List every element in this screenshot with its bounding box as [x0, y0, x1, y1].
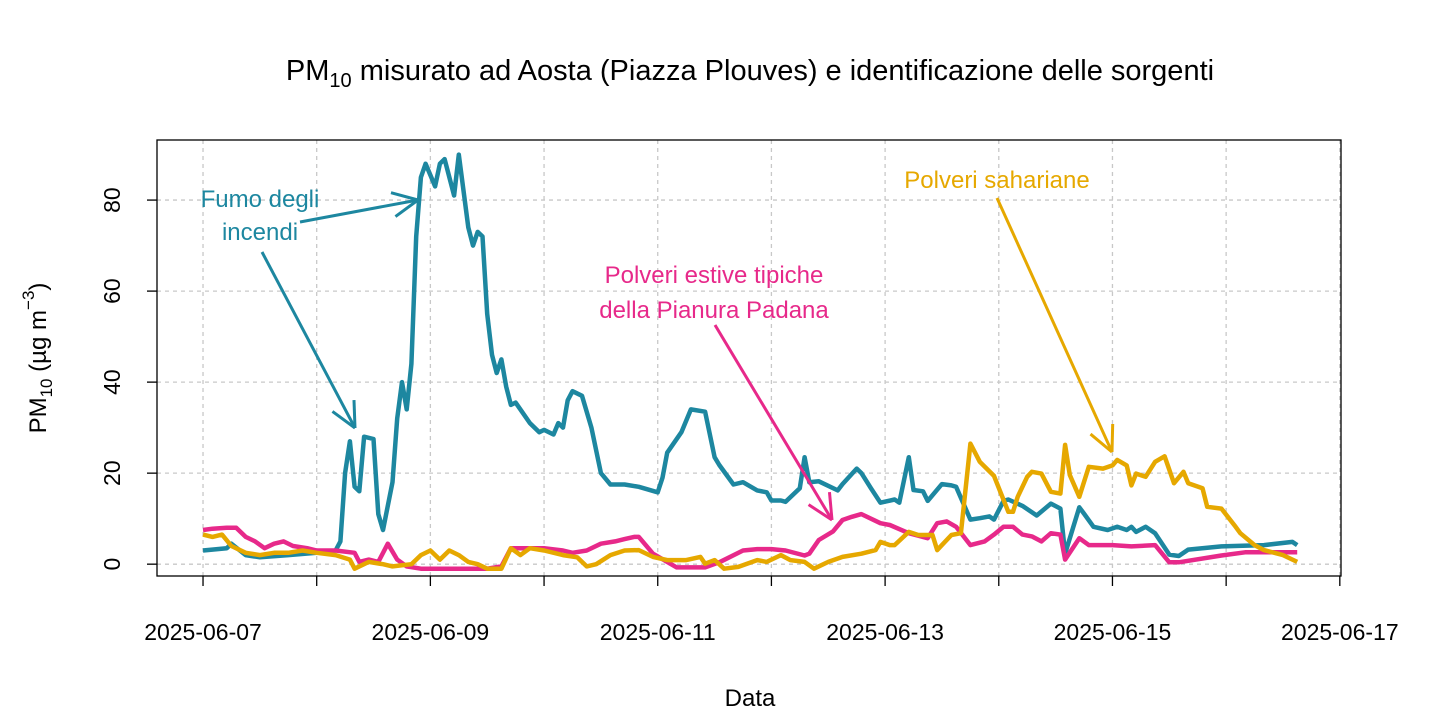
arrowhead-icon	[827, 491, 834, 521]
arrowhead-icon	[1110, 423, 1115, 453]
y-tick-label: 80	[99, 187, 125, 213]
x-tick-label: 2025-06-17	[1281, 619, 1399, 645]
chart-title-sub: 10	[329, 70, 351, 92]
y-label-prefix: PM	[25, 397, 52, 433]
annotation-arrow	[713, 324, 834, 521]
annotation-arrow	[260, 251, 357, 429]
arrowhead-icon	[390, 191, 419, 202]
y-label-end: )	[25, 283, 52, 291]
annotation-arrow	[299, 198, 419, 224]
series-line-1	[202, 511, 1298, 571]
y-label-sup: −3	[19, 291, 38, 310]
series-line-0	[202, 152, 1299, 560]
annotations: Fumo degli incendi Polveri estive tipiche d…	[201, 167, 1115, 522]
x-tick-label: 2025-06-15	[1054, 619, 1172, 645]
y-tick-label: 60	[99, 278, 125, 304]
chart-title-rest: misurato ad Aosta (Piazza Plouves) e ide…	[352, 55, 1214, 87]
arrowhead-icon	[1089, 432, 1113, 454]
annotation-label: Polveri estive tipiche	[605, 262, 824, 289]
arrowhead-icon	[352, 399, 357, 429]
x-tick-label: 2025-06-07	[144, 619, 262, 645]
plot-frame	[156, 139, 1342, 577]
y-tick-label: 0	[99, 558, 125, 571]
series-line-2	[202, 441, 1299, 571]
axes: 2025-06-07 2025-06-09 2025-06-11 2025-06-13…	[99, 187, 1399, 645]
x-tick-label: 2025-06-09	[372, 619, 490, 645]
x-tick-label: 2025-06-11	[600, 619, 716, 645]
arrowhead-icon	[331, 410, 356, 430]
grid	[157, 140, 1341, 576]
y-axis-label: PM10 (µg m−3)	[19, 283, 56, 434]
arrowhead-icon	[807, 503, 833, 522]
x-tick-label: 2025-06-13	[826, 619, 944, 645]
annotation-label: Polveri sahariane	[904, 167, 1089, 194]
series-lines	[202, 152, 1299, 571]
arrowhead-icon	[394, 198, 419, 218]
annotation-label: della Pianura Padana	[599, 297, 829, 324]
annotation-label: Fumo degli	[201, 186, 320, 213]
x-axis-label: Data	[725, 685, 776, 712]
y-label-mid: (µg m	[25, 310, 52, 379]
chart-title-prefix: PM	[286, 55, 330, 87]
annotation-arrow	[995, 197, 1114, 453]
y-tick-label: 20	[99, 460, 125, 486]
y-label-sub: 10	[37, 378, 56, 397]
y-tick-label: 40	[99, 369, 125, 395]
annotation-label: incendi	[222, 219, 298, 246]
chart-title: PM10 misurato ad Aosta (Piazza Plouves) …	[286, 55, 1214, 92]
